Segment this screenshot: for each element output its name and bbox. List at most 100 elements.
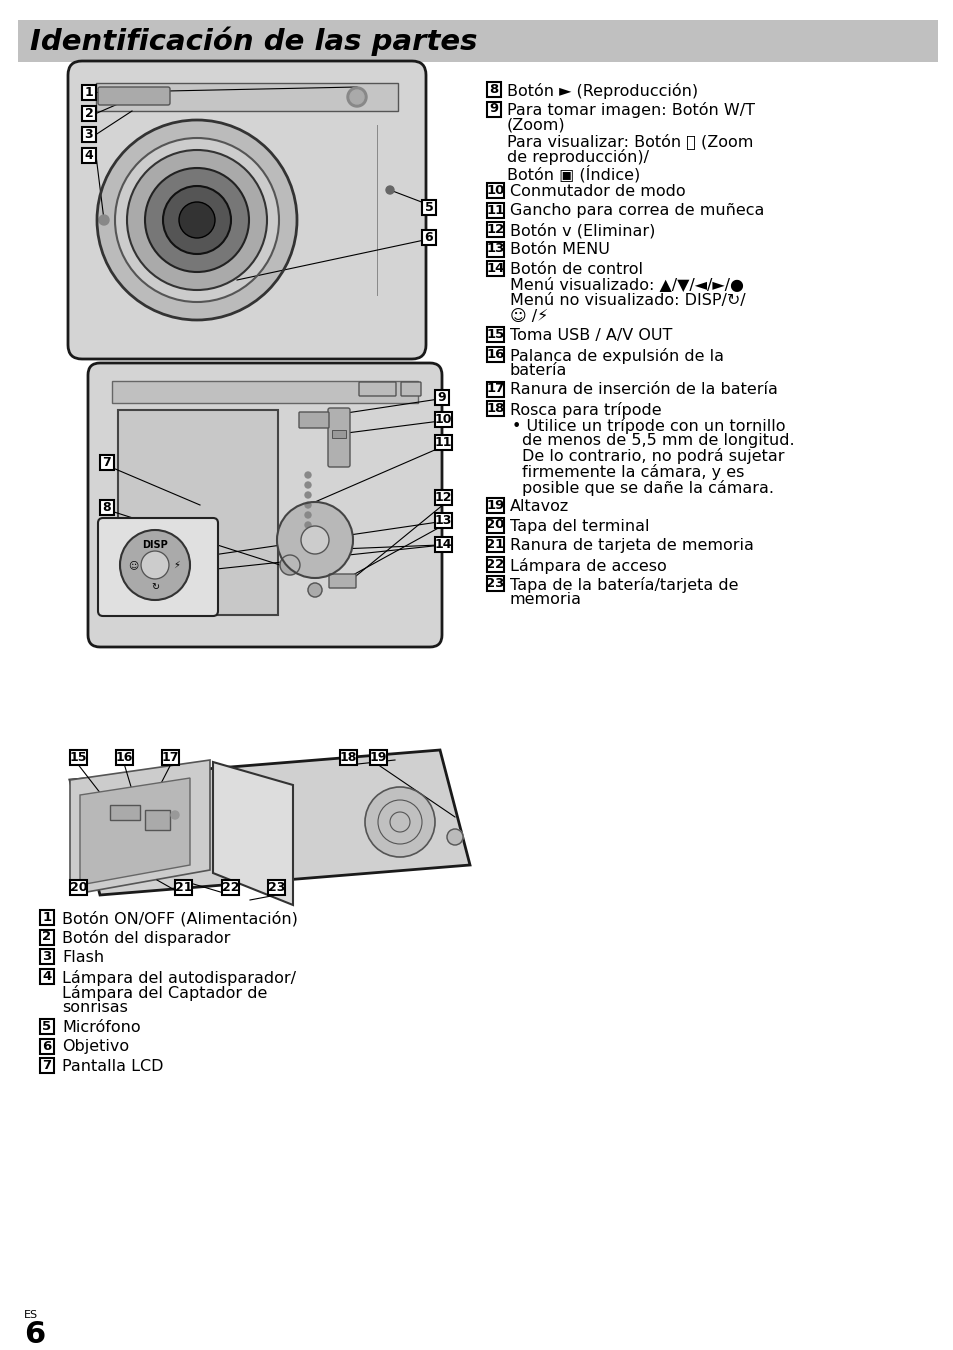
FancyBboxPatch shape bbox=[400, 382, 420, 396]
Text: 7: 7 bbox=[103, 456, 112, 468]
Text: Botón del disparador: Botón del disparador bbox=[62, 930, 230, 946]
Text: 12: 12 bbox=[486, 223, 504, 236]
Circle shape bbox=[350, 90, 364, 104]
Text: Botón ᴠ (Eliminar): Botón ᴠ (Eliminar) bbox=[510, 223, 655, 239]
Text: 2: 2 bbox=[42, 930, 51, 944]
Circle shape bbox=[365, 787, 435, 857]
Bar bbox=[486, 401, 503, 416]
Text: batería: batería bbox=[510, 363, 567, 378]
Text: • Utilice un trípode con un tornillo: • Utilice un trípode con un tornillo bbox=[512, 417, 784, 433]
Circle shape bbox=[171, 811, 179, 819]
FancyBboxPatch shape bbox=[68, 61, 426, 359]
Text: 22: 22 bbox=[486, 558, 504, 571]
Bar bbox=[435, 390, 449, 405]
Bar bbox=[486, 537, 503, 552]
Circle shape bbox=[305, 502, 311, 508]
Bar bbox=[435, 513, 452, 528]
Text: 1: 1 bbox=[42, 911, 51, 923]
Bar bbox=[421, 200, 436, 215]
FancyBboxPatch shape bbox=[145, 810, 170, 830]
Circle shape bbox=[179, 202, 214, 238]
Bar bbox=[40, 968, 54, 984]
Text: 23: 23 bbox=[486, 576, 504, 590]
Circle shape bbox=[305, 482, 311, 487]
Text: 13: 13 bbox=[435, 514, 452, 526]
Text: Conmutador de modo: Conmutador de modo bbox=[510, 184, 685, 198]
Bar bbox=[40, 910, 54, 925]
Text: Botón MENU: Botón MENU bbox=[510, 243, 609, 258]
Text: firmemente la cámara, y es: firmemente la cámara, y es bbox=[521, 464, 743, 481]
FancyBboxPatch shape bbox=[298, 412, 329, 428]
Circle shape bbox=[301, 526, 329, 554]
Circle shape bbox=[120, 531, 190, 599]
FancyBboxPatch shape bbox=[358, 382, 395, 396]
Bar bbox=[40, 949, 54, 964]
Text: Pantalla LCD: Pantalla LCD bbox=[62, 1058, 163, 1075]
Text: 15: 15 bbox=[486, 328, 504, 342]
Polygon shape bbox=[80, 778, 190, 886]
Text: 18: 18 bbox=[486, 402, 504, 414]
Text: Botón de control: Botón de control bbox=[510, 262, 642, 277]
Circle shape bbox=[276, 502, 353, 578]
Bar bbox=[486, 576, 503, 591]
Text: 9: 9 bbox=[437, 392, 446, 404]
Circle shape bbox=[280, 555, 299, 575]
FancyBboxPatch shape bbox=[328, 408, 350, 467]
Text: 1: 1 bbox=[85, 86, 93, 99]
Text: 17: 17 bbox=[486, 382, 504, 396]
Text: Rosca para trípode: Rosca para trípode bbox=[510, 402, 661, 418]
Text: 21: 21 bbox=[486, 539, 504, 551]
FancyBboxPatch shape bbox=[88, 363, 441, 647]
Text: Toma USB / A/V OUT: Toma USB / A/V OUT bbox=[510, 328, 672, 343]
Bar bbox=[435, 435, 452, 450]
Circle shape bbox=[127, 150, 267, 290]
Bar bbox=[486, 498, 503, 513]
Text: 15: 15 bbox=[70, 751, 87, 764]
Text: 22: 22 bbox=[221, 882, 239, 894]
Circle shape bbox=[145, 167, 249, 271]
Text: Botón ► (Reproducción): Botón ► (Reproducción) bbox=[506, 82, 698, 99]
Bar bbox=[486, 184, 503, 198]
Text: 6: 6 bbox=[42, 1040, 51, 1053]
Text: 16: 16 bbox=[115, 751, 133, 764]
FancyBboxPatch shape bbox=[329, 574, 355, 589]
Text: 19: 19 bbox=[370, 751, 387, 764]
Bar bbox=[435, 412, 452, 427]
Text: Altavoz: Altavoz bbox=[510, 500, 569, 514]
Bar bbox=[486, 82, 500, 97]
Text: de reproducción)/: de reproducción)/ bbox=[506, 148, 648, 165]
Bar bbox=[118, 410, 277, 616]
Bar bbox=[40, 1019, 54, 1034]
Circle shape bbox=[97, 120, 296, 320]
Text: 9: 9 bbox=[489, 103, 498, 116]
Bar bbox=[70, 880, 87, 895]
Text: (Zoom): (Zoom) bbox=[506, 117, 565, 134]
Circle shape bbox=[305, 522, 311, 528]
Bar bbox=[370, 751, 387, 765]
Bar bbox=[40, 1038, 54, 1053]
Polygon shape bbox=[213, 761, 293, 905]
Text: 17: 17 bbox=[162, 751, 179, 764]
Bar bbox=[116, 751, 132, 765]
Circle shape bbox=[305, 512, 311, 518]
Text: Lámpara del autodisparador/: Lámpara del autodisparador/ bbox=[62, 969, 295, 986]
Bar bbox=[162, 751, 179, 765]
Text: Ranura de inserción de la batería: Ranura de inserción de la batería bbox=[510, 382, 777, 397]
Bar bbox=[486, 202, 503, 217]
Text: Lámpara de acceso: Lámpara de acceso bbox=[510, 558, 666, 574]
Circle shape bbox=[386, 186, 394, 194]
Bar bbox=[435, 537, 452, 552]
Text: Menú visualizado: ▲/▼/◄/►/●: Menú visualizado: ▲/▼/◄/►/● bbox=[510, 278, 743, 293]
Text: ES: ES bbox=[24, 1310, 38, 1320]
Bar bbox=[421, 230, 436, 244]
Circle shape bbox=[305, 472, 311, 478]
Text: Gancho para correa de muñeca: Gancho para correa de muñeca bbox=[510, 204, 763, 219]
Circle shape bbox=[447, 829, 462, 845]
Text: 8: 8 bbox=[103, 501, 112, 514]
Text: 3: 3 bbox=[42, 950, 51, 963]
Circle shape bbox=[115, 138, 278, 302]
Text: Objetivo: Objetivo bbox=[62, 1040, 129, 1054]
Text: 10: 10 bbox=[486, 184, 504, 197]
Text: ↻: ↻ bbox=[151, 582, 159, 593]
Circle shape bbox=[347, 86, 367, 107]
